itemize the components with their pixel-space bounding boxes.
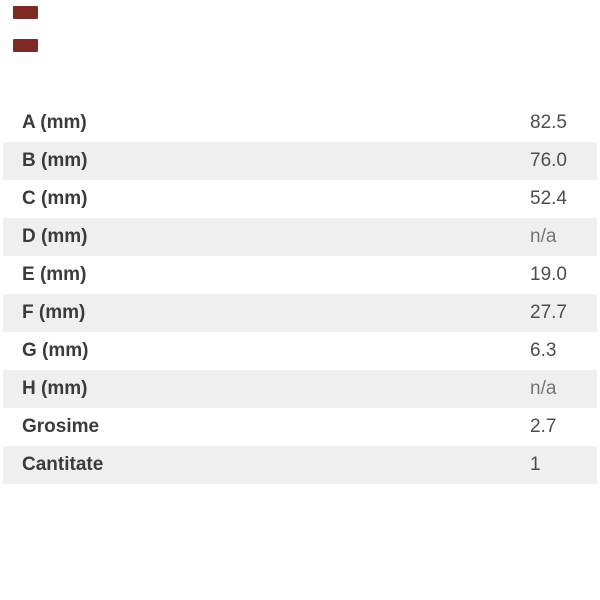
- table-row: A (mm) 82.5: [3, 104, 597, 142]
- row-label: C (mm): [22, 188, 88, 209]
- row-value: 6.3: [530, 340, 557, 361]
- red-mark: [13, 6, 38, 19]
- row-label: D (mm): [22, 226, 88, 247]
- table-row: D (mm) n/a: [3, 218, 597, 256]
- table-row: F (mm) 27.7: [3, 294, 597, 332]
- row-label: E (mm): [22, 264, 87, 285]
- table-row: E (mm) 19.0: [3, 256, 597, 294]
- table-row: H (mm) n/a: [3, 370, 597, 408]
- row-value: 76.0: [530, 150, 567, 171]
- table-row: Grosime 2.7: [3, 408, 597, 446]
- row-value: n/a: [530, 226, 557, 247]
- table-row: B (mm) 76.0: [3, 142, 597, 180]
- row-value: 52.4: [530, 188, 567, 209]
- row-label: B (mm): [22, 150, 88, 171]
- row-value: n/a: [530, 378, 557, 399]
- row-label: A (mm): [22, 112, 87, 133]
- row-label: Cantitate: [22, 454, 104, 475]
- row-label: H (mm): [22, 378, 88, 399]
- spec-table: A (mm) 82.5 B (mm) 76.0 C (mm) 52.4 D (mm) n/a E…: [3, 104, 597, 484]
- table-row: C (mm) 52.4: [3, 180, 597, 218]
- row-value: 1: [530, 454, 541, 475]
- row-label: Grosime: [22, 416, 100, 437]
- row-value: 2.7: [530, 416, 557, 437]
- row-label: F (mm): [22, 302, 86, 323]
- table-row: G (mm) 6.3: [3, 332, 597, 370]
- table-row: Cantitate 1: [3, 446, 597, 484]
- row-value: 27.7: [530, 302, 567, 323]
- row-value: 19.0: [530, 264, 567, 285]
- row-label: G (mm): [22, 340, 89, 361]
- red-mark: [13, 39, 38, 52]
- row-value: 82.5: [530, 112, 567, 133]
